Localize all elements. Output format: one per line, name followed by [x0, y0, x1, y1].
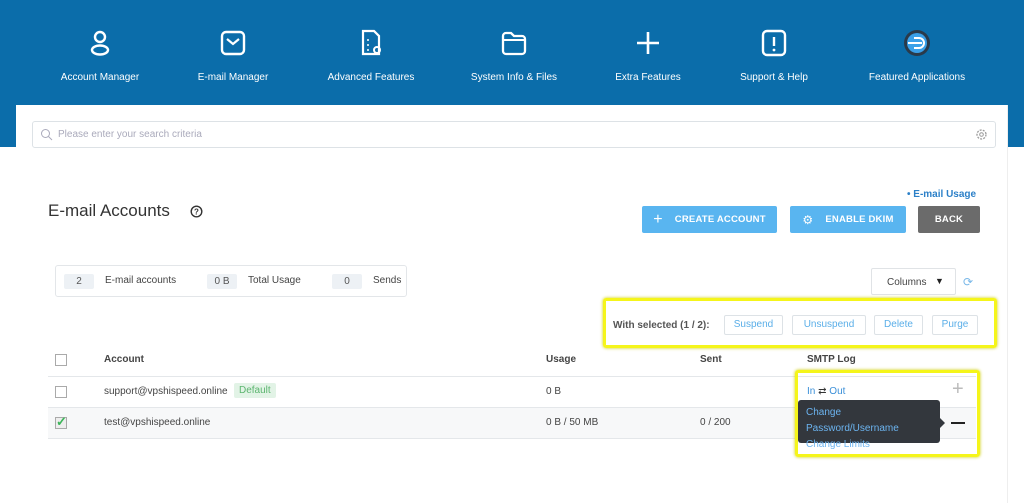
highlight-box: [603, 298, 997, 348]
smtp-log-link[interactable]: In ⇄ Out: [807, 386, 846, 397]
purge-button[interactable]: Purge: [932, 315, 978, 335]
nav-item[interactable]: Support & Help: [699, 28, 849, 83]
nav-label: Account Manager: [60, 72, 140, 83]
col-account[interactable]: Account: [104, 354, 144, 365]
usage-value: 0 B / 50 MB: [546, 417, 599, 428]
email-usage-link[interactable]: • E-mail Usage: [907, 189, 977, 200]
help-icon[interactable]: ?: [190, 205, 203, 218]
envelope-icon: [220, 30, 246, 56]
table-row[interactable]: support@vpshispeed.online Default 0 B In…: [48, 377, 976, 407]
row-checkbox[interactable]: [55, 386, 67, 398]
page-title: E-mail Accounts: [48, 201, 170, 220]
col-sent[interactable]: Sent: [700, 354, 722, 365]
sends-value: 0: [332, 274, 362, 289]
usage-value: 0 B: [546, 386, 562, 397]
row-checkbox-checked[interactable]: ✓: [55, 414, 67, 429]
nav-label: System Info & Files: [470, 72, 558, 83]
gear-icon[interactable]: [975, 128, 988, 141]
delete-button[interactable]: Delete: [874, 315, 923, 335]
folder-icon: [501, 31, 527, 56]
caret-down-icon: ▼: [935, 276, 944, 286]
nav-item[interactable]: System Info & Files: [439, 28, 589, 83]
suspend-button[interactable]: Suspend: [724, 315, 783, 335]
default-badge: Default: [234, 383, 276, 398]
plus-icon: [637, 32, 659, 54]
change-limits-link[interactable]: Change Limits: [806, 439, 870, 450]
bulk-label: With selected (1 / 2):: [613, 320, 710, 331]
change-password-link[interactable]: Change Password/Username: [806, 407, 899, 434]
gear-icon: ⚙: [802, 212, 814, 227]
sends-label: Sends: [373, 275, 402, 286]
nav-label: E-mail Manager: [197, 72, 269, 83]
usage-label: Total Usage: [248, 275, 301, 286]
sent-value: 0 / 200: [700, 417, 731, 428]
nav-label: Extra Features: [615, 72, 681, 83]
swap-arrows-icon: ⇄: [818, 386, 827, 397]
document-gear-icon: [361, 29, 381, 56]
unsuspend-button[interactable]: Unsuspend: [792, 315, 866, 335]
plus-icon: +: [653, 210, 663, 228]
accounts-count: 2: [64, 274, 94, 289]
featured-app-icon: [904, 30, 930, 56]
col-usage[interactable]: Usage: [546, 354, 577, 365]
nav-item[interactable]: Account Manager: [25, 28, 175, 83]
nav-item[interactable]: Advanced Features: [296, 28, 446, 83]
select-all-checkbox[interactable]: [55, 354, 67, 366]
col-smtp-log[interactable]: SMTP Log: [807, 354, 856, 365]
accounts-label: E-mail accounts: [105, 275, 177, 286]
nav-label: Featured Applications: [868, 72, 966, 83]
highlight-box: [795, 370, 980, 457]
columns-dropdown[interactable]: Columns ▼: [871, 268, 956, 295]
nav-item[interactable]: E-mail Manager: [158, 28, 308, 83]
actions-tooltip: Change Password/Username Change Limits: [798, 400, 945, 450]
account-email: test@vpshispeed.online: [104, 417, 211, 428]
search-input[interactable]: Please enter your search criteria: [32, 121, 996, 148]
checkmark-icon: ✓: [56, 414, 67, 429]
refresh-icon[interactable]: ⟳: [963, 275, 974, 289]
collapse-minus-icon[interactable]: [951, 422, 965, 424]
create-account-button[interactable]: + CREATE ACCOUNT: [642, 206, 777, 233]
account-email: support@vpshispeed.online: [104, 386, 228, 397]
enable-dkim-button[interactable]: ⚙ ENABLE DKIM: [790, 206, 906, 233]
nav-item[interactable]: Extra Features: [573, 28, 723, 83]
nav-label: Advanced Features: [327, 72, 415, 83]
nav-label: Support & Help: [740, 72, 808, 83]
stats-summary: 2 E-mail accounts 0 B Total Usage 0 Send…: [55, 265, 407, 297]
exclamation-icon: [761, 29, 787, 57]
expand-plus-icon[interactable]: +: [952, 378, 964, 400]
svg-text:?: ?: [194, 208, 199, 217]
search-icon: [41, 129, 53, 141]
search-placeholder: Please enter your search criteria: [58, 129, 202, 140]
user-icon: [90, 30, 110, 56]
back-button[interactable]: BACK: [918, 206, 980, 233]
nav-item[interactable]: Featured Applications: [842, 28, 992, 83]
usage-value: 0 B: [207, 274, 237, 289]
